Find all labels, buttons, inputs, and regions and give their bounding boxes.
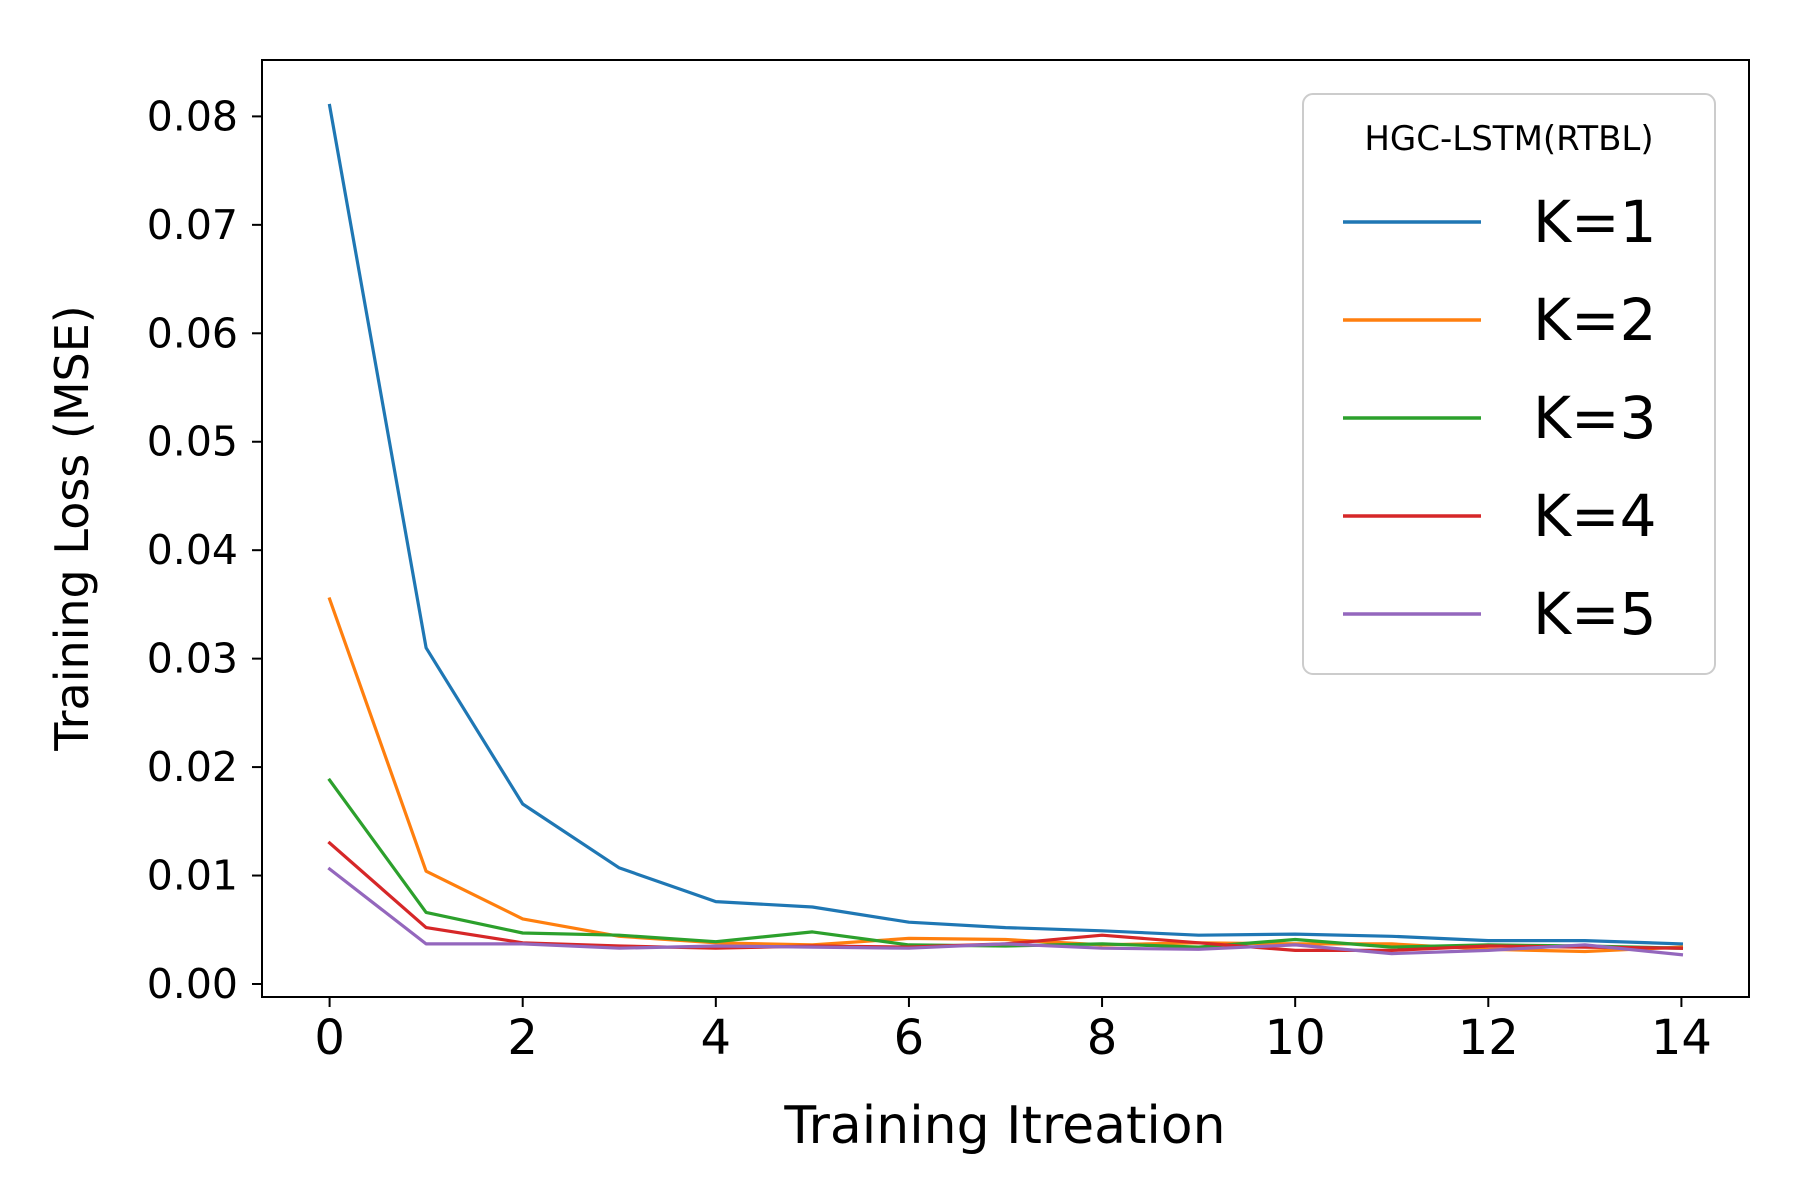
x-axis: 0 2 4 6 8 10 12 14 xyxy=(314,997,1712,1066)
y-tick-label: 0.03 xyxy=(147,635,238,683)
series-line-k-5 xyxy=(327,866,1684,957)
legend-label-k-4: K=4 xyxy=(1533,482,1657,550)
x-tick-label: 6 xyxy=(894,1010,925,1066)
x-tick-label: 0 xyxy=(314,1010,345,1066)
legend-title: HGC-LSTM(RTBL) xyxy=(1364,119,1653,159)
plot-area-frame xyxy=(261,59,1750,998)
x-tick-label: 14 xyxy=(1651,1010,1712,1066)
y-axis: 0.00 0.01 0.02 0.03 0.04 0.05 0.06 0.07 0.08 xyxy=(147,92,262,1008)
x-tick-label: 8 xyxy=(1087,1010,1118,1066)
y-tick-label: 0.00 xyxy=(147,960,238,1008)
legend-box xyxy=(1302,93,1716,675)
series-line-k-1 xyxy=(327,103,1684,946)
y-tick-label: 0.06 xyxy=(147,309,238,357)
x-tick-label: 4 xyxy=(701,1010,732,1066)
series-layer xyxy=(327,103,1684,957)
legend: HGC-LSTM(RTBL) K=1 K=2 K=3 K=4 K=5 xyxy=(1302,93,1716,675)
y-axis-label: Training Loss (MSE) xyxy=(45,305,99,752)
y-tick-label: 0.02 xyxy=(147,743,238,791)
y-tick-label: 0.01 xyxy=(147,852,238,900)
y-tick-label: 0.05 xyxy=(147,418,238,466)
legend-label-k-1: K=1 xyxy=(1533,188,1657,256)
legend-label-k-5: K=5 xyxy=(1533,580,1657,648)
legend-label-k-2: K=2 xyxy=(1533,286,1657,354)
x-tick-label: 2 xyxy=(507,1010,538,1066)
y-tick-label: 0.08 xyxy=(147,92,238,140)
y-tick-label: 0.04 xyxy=(147,526,238,574)
x-tick-label: 10 xyxy=(1265,1010,1326,1066)
legend-items: K=1 K=2 K=3 K=4 K=5 xyxy=(1343,188,1657,648)
legend-label-k-3: K=3 xyxy=(1533,384,1657,452)
x-tick-label: 12 xyxy=(1458,1010,1519,1066)
x-axis-label: Training Itreation xyxy=(783,1096,1225,1156)
y-tick-label: 0.07 xyxy=(147,201,238,249)
series-line-k-3 xyxy=(327,777,1684,950)
